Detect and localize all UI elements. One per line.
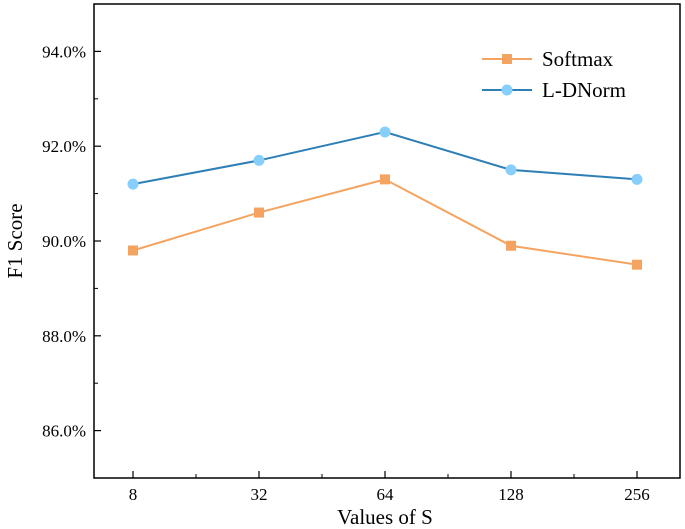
y-tick-label: 90.0%: [42, 232, 86, 251]
legend: Softmax L-DNorm: [482, 47, 626, 102]
data-point-softmax: [506, 240, 516, 251]
legend-label-softmax: Softmax: [542, 47, 614, 71]
series-layer: [127, 126, 643, 270]
series-line-softmax: [132, 178, 638, 266]
data-point-l-dnorm: [127, 178, 139, 190]
x-axis-title: Values of S: [337, 505, 433, 529]
x-tick-label: 128: [498, 485, 524, 504]
data-point-l-dnorm: [253, 154, 265, 166]
x-axis-ticks: 8 32 64 128 256: [129, 471, 650, 504]
y-tick-label: 86.0%: [42, 422, 86, 441]
plot-frame: [93, 3, 681, 479]
x-tick-label: 8: [129, 485, 138, 504]
x-tick-label: 256: [624, 485, 650, 504]
data-point-softmax: [254, 207, 264, 218]
legend-marker-softmax: [502, 54, 512, 64]
data-point-softmax: [128, 245, 138, 256]
data-point-softmax: [632, 259, 642, 270]
data-point-l-dnorm: [505, 164, 517, 176]
y-tick-label: 92.0%: [42, 137, 86, 156]
legend-label-l-dnorm: L-DNorm: [542, 78, 626, 102]
x-tick-label: 64: [377, 485, 395, 504]
data-point-softmax: [380, 174, 390, 185]
x-tick-label: 32: [251, 485, 268, 504]
y-tick-label: 94.0%: [42, 42, 86, 61]
data-point-l-dnorm: [631, 173, 643, 185]
legend-marker-l-dnorm: [501, 84, 513, 96]
y-tick-label: 88.0%: [42, 327, 86, 346]
data-point-l-dnorm: [379, 126, 391, 138]
y-axis-title: F1 Score: [3, 203, 27, 278]
y-axis-ticks: 86.0% 88.0% 90.0% 92.0% 94.0%: [42, 3, 101, 479]
